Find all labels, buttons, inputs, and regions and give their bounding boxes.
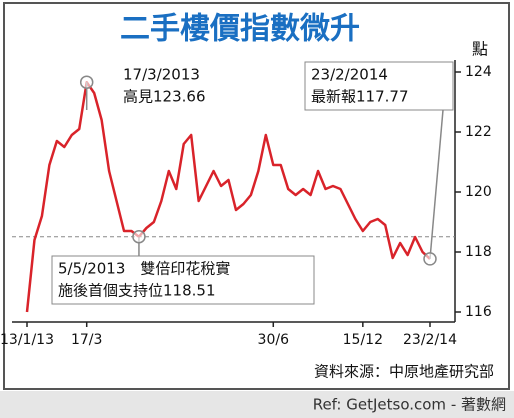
annotation-text: 高見123.66 xyxy=(123,88,206,106)
x-tick-label: 15/12 xyxy=(343,332,383,348)
chart-title: 二手樓價指數微升 xyxy=(120,12,360,47)
highlight-point xyxy=(423,252,437,266)
x-tick-label: 30/6 xyxy=(258,332,290,348)
x-tick-label: 23/2/14 xyxy=(403,332,457,348)
y-tick-label: 116 xyxy=(465,304,492,320)
annotation-box xyxy=(304,61,454,111)
annotation-text: 施後首個支持位118.51 xyxy=(58,282,216,300)
x-tick-label: 17/3 xyxy=(71,332,102,348)
highlight-point xyxy=(79,75,94,89)
y-tick-label: 122 xyxy=(465,124,492,140)
annotation-leader xyxy=(429,109,444,259)
footer: Ref: GetJetso.com - 著數網 xyxy=(313,396,506,414)
annotation-text: 17/3/2013 xyxy=(123,66,200,84)
annotation-text: 23/2/2014 xyxy=(311,66,388,84)
source: 資料來源：中原地產研究部 xyxy=(314,363,494,381)
annotation-box xyxy=(51,255,315,305)
annotation-text: 最新報117.77 xyxy=(311,88,409,106)
footer-bar xyxy=(0,391,514,418)
annotation-box xyxy=(117,62,247,110)
line xyxy=(25,80,431,313)
y-tick-label: 120 xyxy=(465,184,492,200)
x-tick-label: 13/1/13 xyxy=(0,332,54,348)
y-tick-label: 124 xyxy=(465,64,492,80)
y-tick-label: 118 xyxy=(465,244,492,260)
annotation-text: 5/5/2013 雙倍印花稅實 xyxy=(58,260,230,278)
highlight-point xyxy=(132,229,146,244)
y-unit: 點 xyxy=(472,40,488,59)
